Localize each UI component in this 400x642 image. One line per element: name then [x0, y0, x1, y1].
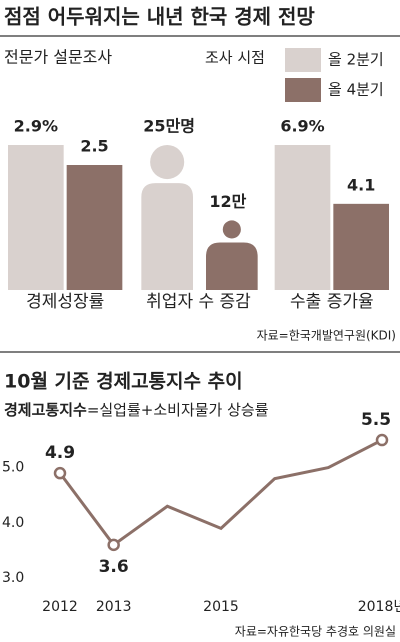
legend-label: 올 4분기 — [328, 81, 384, 99]
x-tick-label: 2012 — [42, 599, 78, 615]
bar — [333, 203, 389, 290]
value-label: 3.6 — [99, 557, 129, 577]
chart-subtitle: 경제고통지수=실업률+소비자물가 상승률 — [4, 401, 269, 419]
y-tick-label: 3.0 — [2, 570, 24, 586]
line — [58, 438, 383, 547]
value-label: 6.9% — [280, 117, 324, 136]
legend-swatch — [285, 78, 321, 102]
y-tick-label: 4.0 — [2, 515, 24, 531]
value-label: 2.5 — [80, 137, 108, 156]
bar — [8, 145, 64, 290]
category-label: 경제성장률 — [26, 292, 104, 312]
source: 자료=자유한국당 추경호 의원실 — [235, 625, 396, 639]
point-marker — [53, 466, 67, 480]
source: 자료=한국개발연구원(KDI) — [257, 329, 396, 343]
chart-title: 점점 어두워지는 내년 한국 경제 전망 — [4, 5, 315, 29]
chart-subtitle: 전문가 설문조사 — [4, 48, 112, 67]
category-label: 취업자 수 증감 — [146, 292, 251, 312]
point-marker — [375, 433, 389, 447]
y-tick-label: 5.0 — [2, 460, 24, 476]
value-label: 12만 — [209, 192, 246, 211]
value-label: 4.9 — [45, 443, 75, 463]
bar — [66, 165, 123, 290]
value-label: 4.1 — [347, 175, 375, 194]
subtitle-definition: =실업률+소비자물가 상승률 — [87, 401, 269, 419]
x-tick-label: 2013 — [96, 599, 132, 615]
person-icon — [141, 145, 193, 290]
value-label: 5.5 — [361, 410, 391, 430]
legend-swatch — [285, 48, 321, 72]
point-marker — [107, 538, 120, 552]
value-label: 2.9% — [14, 117, 58, 136]
value-label: 25만명 — [143, 117, 195, 136]
category-label: 수출 증가율 — [290, 292, 374, 312]
person-icon — [206, 220, 258, 290]
legend-label: 올 2분기 — [328, 51, 384, 69]
x-tick-label: 2015 — [203, 599, 239, 615]
x-tick-label: 2018년 — [358, 599, 400, 615]
legend-title: 조사 시점 — [205, 49, 265, 67]
subtitle-term: 경제고통지수 — [4, 401, 87, 419]
bar — [274, 145, 331, 290]
chart-title: 10월 기준 경제고통지수 추이 — [4, 371, 243, 393]
